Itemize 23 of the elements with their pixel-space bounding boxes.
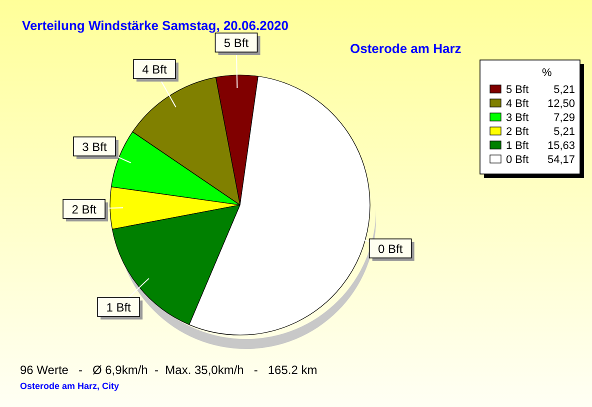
data-label: 5,21 [554, 84, 575, 96]
legend-label: 5 Bft [506, 84, 529, 96]
chart-subtitle: Osterode am Harz [350, 41, 462, 56]
legend-label: 4 Bft [506, 98, 529, 110]
slice-label: 2 Bft [72, 202, 98, 216]
legend-label: 0 Bft [506, 154, 529, 166]
data-label: 15,63 [547, 140, 575, 152]
legend-label: 3 Bft [506, 112, 529, 124]
text: Osterode am Harz, City [20, 381, 120, 391]
slice-label: 4 Bft [142, 62, 168, 77]
data-label: 54,17 [547, 154, 575, 166]
data-label: 7,29 [554, 112, 575, 124]
legend-label: 2 Bft [506, 126, 529, 138]
text: 96 Werte - Ø 6,9km/h - Max. 35,0km/h - 165.2 km [20, 363, 318, 377]
slice-label: 3 Bft [82, 140, 108, 154]
slice-label: 1 Bft [106, 300, 132, 314]
legend-label: 1 Bft [506, 140, 529, 152]
data-label: 5,21 [554, 126, 575, 138]
slice-label: 5 Bft [224, 36, 250, 50]
chart-title: Verteilung Windstärke Samstag, 20.06.2020 [22, 18, 289, 33]
slice-label: 0 Bft [378, 242, 404, 256]
data-label: 12,50 [547, 98, 575, 110]
legend-title: % [542, 67, 552, 79]
